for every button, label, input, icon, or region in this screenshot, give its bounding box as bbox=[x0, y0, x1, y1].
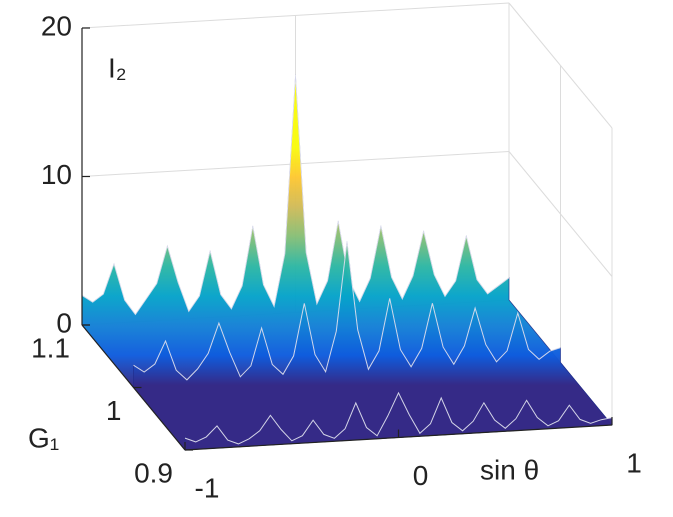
ridge-line bbox=[133, 241, 561, 381]
z-tick-label: 10 bbox=[41, 159, 72, 190]
z-axis-label: I₂ bbox=[108, 52, 127, 83]
y-axis-label: G₁ bbox=[28, 422, 59, 453]
labels: I₂ G₁ sin θ 0 10 20 -1 0 1 0.9 1 1.1 bbox=[28, 10, 642, 503]
ridge-line bbox=[184, 391, 613, 445]
grid bbox=[81, 2, 613, 426]
y-tick-label: 1.1 bbox=[31, 332, 70, 363]
z-tick-label: 0 bbox=[56, 307, 72, 338]
axes bbox=[81, 27, 613, 451]
x-tick-label: -1 bbox=[195, 472, 220, 503]
x-tick-label: 1 bbox=[626, 447, 642, 478]
y-tick-label: 0.9 bbox=[134, 457, 173, 488]
y-tick-label: 1 bbox=[106, 395, 122, 426]
ridge-line bbox=[81, 74, 510, 316]
z-tick-label: 20 bbox=[41, 10, 72, 41]
x-axis-label: sin θ bbox=[480, 454, 539, 485]
x-tick-label: 0 bbox=[413, 460, 429, 491]
surface: 1.110.9 bbox=[81, 74, 613, 451]
